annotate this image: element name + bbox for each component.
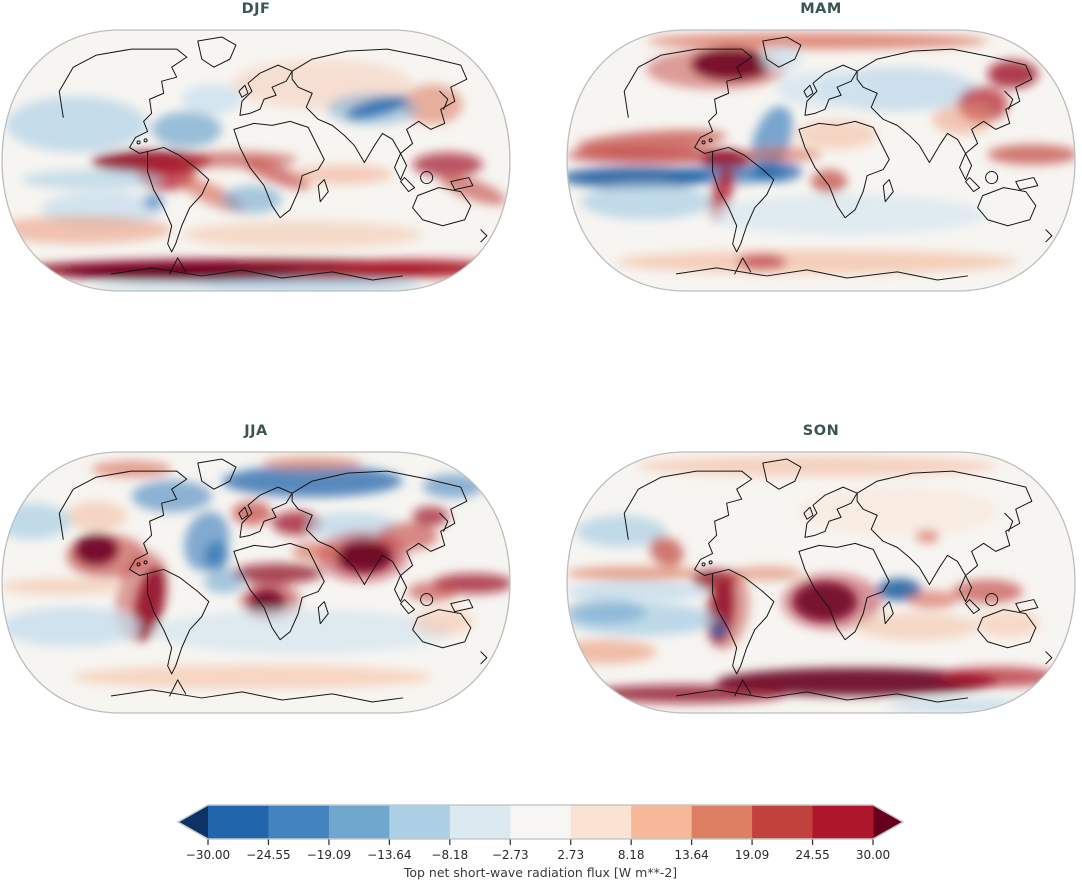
- colorbar-segment: [570, 805, 632, 839]
- colorbar-extend-right: [873, 805, 903, 839]
- colorbar-outline: [176, 804, 905, 840]
- panel-title-jja: JJA: [244, 423, 268, 439]
- colorbar-tick-label: −24.55: [246, 848, 290, 862]
- world-map-son: [566, 451, 1076, 714]
- colorbar-extend-left: [178, 805, 208, 839]
- colorbar-segment: [510, 805, 572, 839]
- colorbar-segment: [208, 805, 270, 839]
- colorbar-segment: [691, 805, 753, 839]
- colorbar-segment: [752, 805, 814, 839]
- colorbar-tick-label: −13.64: [367, 848, 411, 862]
- colorbar-segment: [268, 805, 330, 839]
- colorbar-tick-label: 2.73: [557, 848, 584, 862]
- colorbar-tick-label: −8.18: [431, 848, 468, 862]
- field-layer-jja: [2, 456, 510, 689]
- colorbar-tick-label: −2.73: [492, 848, 529, 862]
- colorbar-segment: [631, 805, 693, 839]
- colorbar-tick-label: −19.09: [307, 848, 351, 862]
- colorbar-tick-label: −30.00: [186, 848, 230, 862]
- panel-title-djf: DJF: [241, 1, 271, 17]
- world-map-djf: [1, 29, 511, 292]
- colorbar-svg: −30.00 −24.55 −19.09 −13.64 −8.18 −2.73 2.73 8.…: [176, 804, 905, 880]
- world-map-jja: [1, 451, 511, 714]
- colorbar-segment: [328, 805, 390, 839]
- colorbar-tick-label: 8.18: [618, 848, 645, 862]
- colorbar-tick-label: 13.64: [674, 848, 708, 862]
- colorbar-tick-label: 24.55: [795, 848, 829, 862]
- panel-title-son: SON: [802, 423, 840, 439]
- colorbar: −30.00 −24.55 −19.09 −13.64 −8.18 −2.73 2.73 8.…: [170, 801, 910, 883]
- colorbar-segment: [389, 805, 451, 839]
- colorbar-axis-label: Top net short-wave radiation flux [W m**…: [403, 865, 677, 880]
- panel-title-mam: MAM: [800, 1, 842, 17]
- world-map-mam: [566, 29, 1076, 292]
- colorbar-tick-label: 19.09: [735, 848, 769, 862]
- colorbar-segment: [812, 805, 874, 839]
- colorbar-segment: [449, 805, 511, 839]
- colorbar-tick-label: 30.00: [856, 848, 890, 862]
- field-layer-mam: [567, 33, 1075, 274]
